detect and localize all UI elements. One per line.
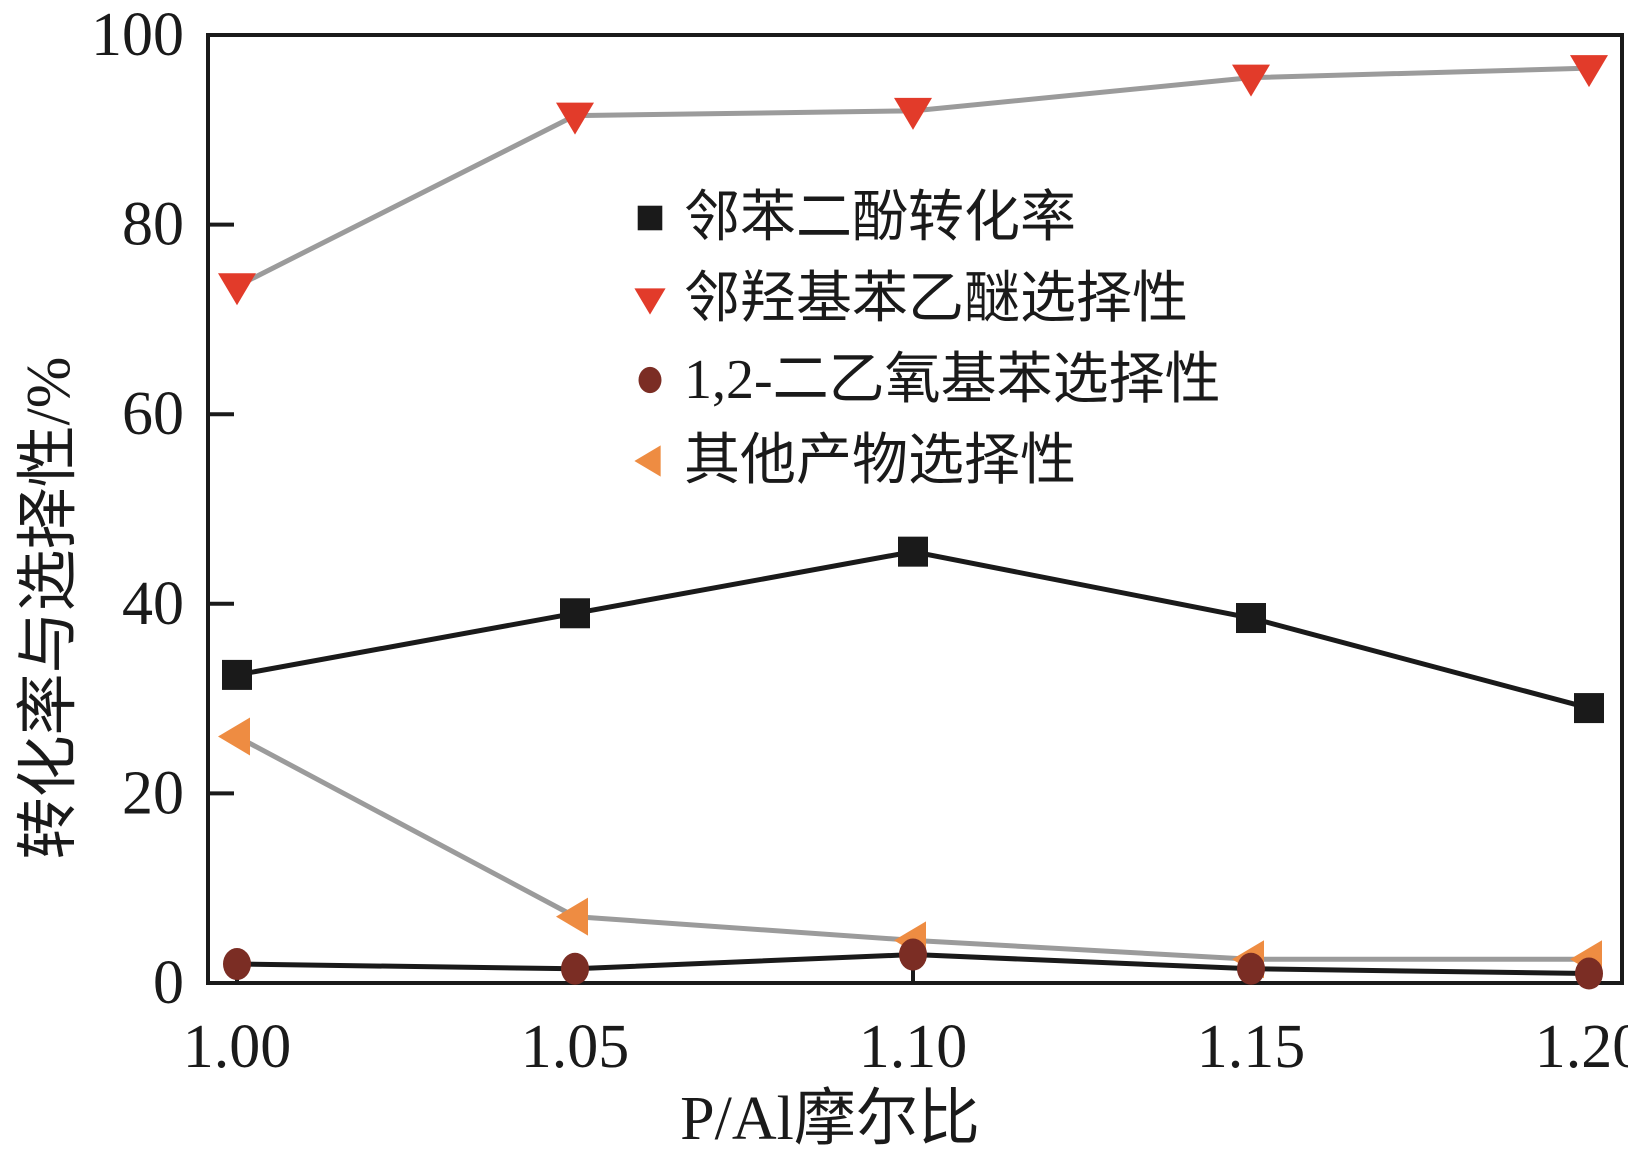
series-line-square xyxy=(236,549,1590,711)
square-marker xyxy=(898,536,928,567)
circle-marker xyxy=(899,938,927,971)
triangle-down-marker xyxy=(218,273,256,306)
series-line-triangle-left xyxy=(235,734,1589,962)
legend-label: 邻苯二酚转化率 xyxy=(684,187,1076,249)
y-tick-label: 0 xyxy=(153,949,184,1017)
legend-label: 其他产物选择性 xyxy=(684,430,1076,492)
plot-frame xyxy=(206,33,1624,985)
circle-marker xyxy=(1575,957,1603,990)
y-tick-label: 80 xyxy=(122,191,184,259)
x-tick-label: 1.20 xyxy=(1535,1013,1628,1081)
square-marker xyxy=(1236,603,1266,634)
circle-marker xyxy=(638,366,662,394)
square-marker xyxy=(1574,693,1604,724)
circle-marker xyxy=(1237,952,1265,985)
legend-label: 1,2-二乙氧基苯选择性 xyxy=(684,349,1221,411)
x-tick-label: 1.15 xyxy=(1197,1013,1306,1081)
triangle-down-marker xyxy=(1570,55,1608,88)
triangle-left-marker xyxy=(556,897,588,936)
triangle-down-marker xyxy=(634,288,666,315)
triangle-left-marker xyxy=(634,445,661,477)
triangle-down-marker xyxy=(894,97,932,130)
x-tick-label: 1.10 xyxy=(859,1013,968,1081)
square-marker xyxy=(222,659,252,690)
y-tick-label: 100 xyxy=(91,1,184,69)
y-tick-label: 60 xyxy=(122,380,184,448)
x-tick-label: 1.05 xyxy=(521,1013,630,1081)
y-tick-label: 40 xyxy=(122,570,184,638)
triangle-down-marker xyxy=(556,102,594,135)
circle-marker xyxy=(223,948,251,981)
square-marker xyxy=(637,205,663,231)
y-axis-title: 转化率与选择性/% xyxy=(15,356,83,860)
triangle-down-marker xyxy=(1232,64,1270,97)
square-marker xyxy=(560,598,590,629)
triangle-left-marker xyxy=(218,717,250,756)
circle-marker xyxy=(561,952,589,985)
y-tick-label: 20 xyxy=(122,759,184,827)
x-axis-title: P/Al摩尔比 xyxy=(680,1085,980,1153)
x-tick-label: 1.00 xyxy=(183,1013,292,1081)
legend-label: 邻羟基苯乙醚选择性 xyxy=(684,268,1188,330)
